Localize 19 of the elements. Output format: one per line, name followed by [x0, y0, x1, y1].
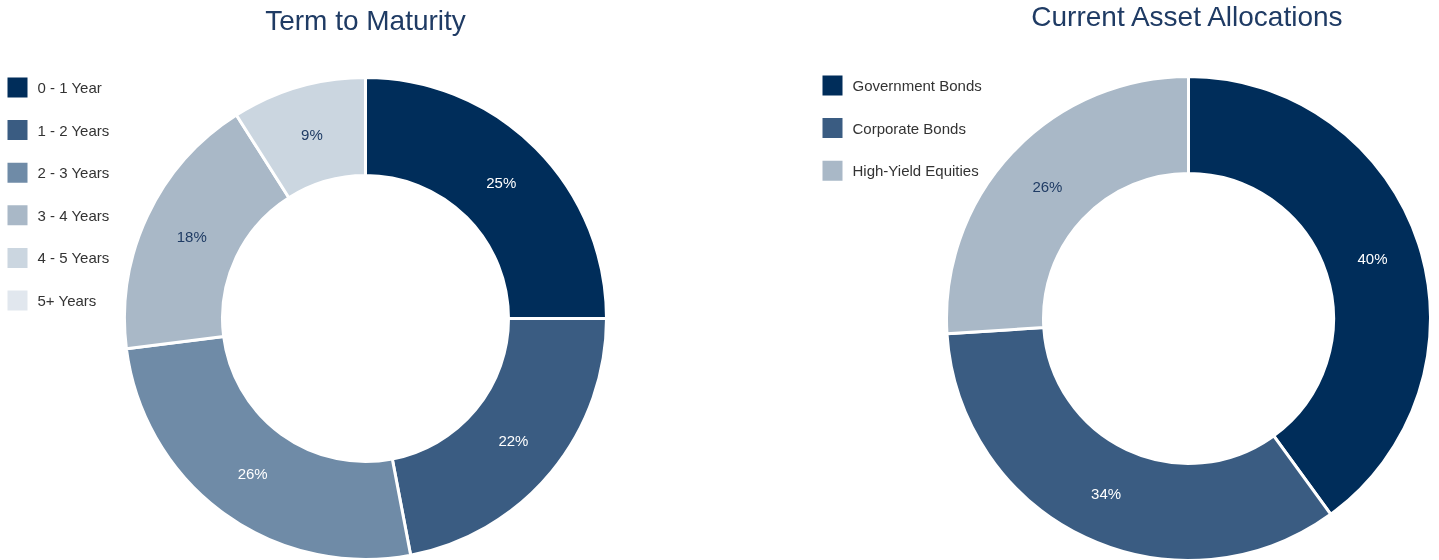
data-label: 22%: [498, 432, 529, 450]
legend-label: 2 - 3 Years: [37, 164, 110, 182]
data-label: 40%: [1357, 250, 1388, 268]
chart-title: Current Asset Allocations: [1031, 1, 1343, 32]
data-label: 18%: [176, 228, 207, 246]
chart-title: Term to Maturity: [265, 5, 466, 36]
data-label: 26%: [1032, 177, 1063, 195]
legend-label: Government Bonds: [852, 77, 982, 94]
data-label: 34%: [1091, 485, 1122, 503]
data-label: 25%: [486, 174, 517, 192]
legend-label: 1 - 2 Years: [37, 121, 110, 139]
data-label: 9%: [301, 125, 323, 143]
legend-label: 4 - 5 Years: [37, 249, 110, 267]
legend-label: High-Yield Equities: [852, 162, 979, 180]
data-label: 26%: [237, 465, 268, 483]
legend-label: Corporate Bonds: [852, 119, 966, 137]
legend-label: 5+ Years: [37, 292, 97, 309]
legend-label: 3 - 4 Years: [37, 206, 110, 224]
legend-label: 0 - 1 Year: [37, 79, 102, 96]
